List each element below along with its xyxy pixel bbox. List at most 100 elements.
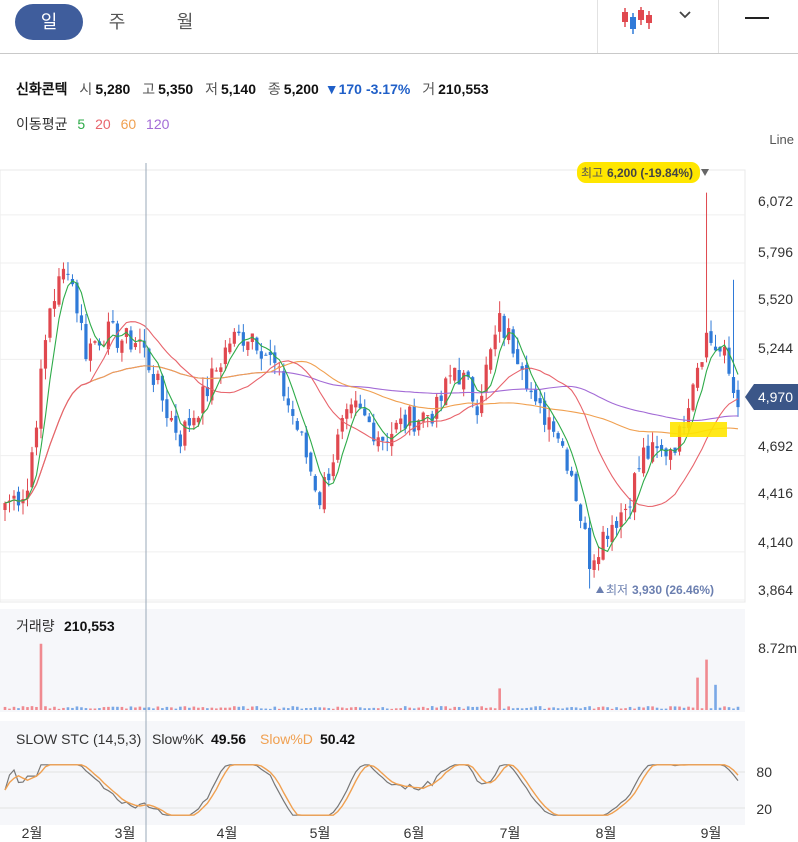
volume-bar	[691, 707, 695, 710]
ma5-line	[4, 280, 739, 553]
candle-body	[498, 313, 502, 332]
volume-bar	[354, 706, 358, 710]
volume-bar	[556, 708, 560, 710]
candle-body	[259, 351, 263, 359]
price-tick: 4,416	[758, 485, 793, 501]
candle-body	[160, 375, 164, 401]
volume-bar	[39, 643, 43, 710]
candle-body	[677, 426, 682, 452]
volume-bar	[291, 706, 295, 710]
price-tick: 5,520	[758, 291, 793, 307]
candle-body	[641, 447, 646, 474]
volume-bar	[651, 706, 654, 710]
chevron-down-icon[interactable]	[678, 10, 692, 20]
candle-body	[336, 434, 340, 460]
volume-bar	[340, 707, 344, 710]
volume-bar	[331, 708, 335, 710]
tab-monthly[interactable]: 월	[176, 12, 194, 32]
price-tick: 3,864	[758, 582, 793, 598]
ma5-legend: 5	[77, 116, 86, 132]
candle-body	[30, 452, 34, 488]
candle-body	[129, 330, 133, 350]
volume-bar	[709, 708, 713, 710]
volume-bar	[71, 707, 74, 710]
volume-bar	[309, 708, 313, 710]
x-axis-tick: 2월	[22, 825, 43, 841]
volume-bar	[300, 708, 304, 710]
stochastic-label: SLOW STC (14,5,3)	[16, 731, 141, 747]
tab-daily[interactable]: 일	[15, 4, 83, 40]
tab-weekly[interactable]: 주	[108, 12, 126, 32]
volume-bar	[30, 706, 34, 710]
candle-body	[722, 346, 727, 356]
candlestick-icon[interactable]	[620, 5, 654, 35]
volume-bar	[633, 708, 636, 710]
volume-bar	[345, 708, 349, 710]
candle-body	[349, 404, 353, 414]
candle-body	[399, 418, 403, 425]
ma60-legend: 60	[120, 116, 137, 132]
candle-body	[731, 377, 736, 394]
stochastic-tick: 20	[756, 801, 772, 817]
candle-body	[169, 417, 173, 421]
minus-icon[interactable]	[745, 16, 769, 20]
slow-k-value: 49.56	[211, 731, 246, 747]
ma20-legend: 20	[95, 116, 111, 132]
candle-body	[151, 374, 155, 385]
candle-body	[106, 321, 111, 350]
volume-bar	[327, 708, 331, 710]
ma60-line	[4, 360, 739, 504]
candle-body	[543, 400, 547, 425]
candle-body	[16, 491, 21, 506]
candle-body	[394, 422, 398, 430]
volume-bar	[273, 706, 277, 710]
volume-bar	[255, 706, 259, 710]
volume-bar	[242, 706, 245, 710]
volume-panel	[0, 609, 745, 712]
volume-bar	[3, 706, 7, 710]
candle-body	[300, 431, 304, 433]
candle-body	[372, 422, 376, 442]
slow-k-label: Slow%K	[152, 731, 205, 747]
volume-bar	[417, 707, 421, 710]
volume-bar	[628, 706, 632, 710]
volume-bar	[134, 707, 137, 710]
high-value: 5,350	[158, 81, 194, 97]
volume-bar	[75, 706, 79, 710]
candle-body	[246, 341, 250, 351]
candle-body	[232, 331, 236, 344]
candle-body	[489, 349, 493, 370]
candle-body	[655, 446, 659, 449]
down-triangle-icon: ▼	[324, 81, 339, 97]
candle-body	[304, 432, 308, 458]
volume-bar	[165, 706, 169, 710]
volume-bar	[183, 706, 187, 710]
candle-body	[192, 417, 196, 426]
candle-body	[223, 347, 227, 365]
slow-d-value: 50.42	[320, 731, 355, 747]
line-label[interactable]: Line	[769, 132, 794, 147]
volume-bar	[525, 707, 528, 710]
volume-bar	[57, 708, 61, 710]
volume-bar	[278, 708, 281, 710]
x-axis-tick: 6월	[404, 825, 425, 841]
volume-bar	[174, 708, 178, 710]
volume-bar	[619, 708, 623, 710]
volume-bar	[98, 708, 101, 710]
candle-body	[408, 406, 412, 426]
close-label: 종	[267, 81, 281, 97]
volume-bar	[705, 659, 708, 710]
candle-body	[664, 448, 668, 457]
low-value: 5,140	[220, 81, 257, 97]
volume-bar	[471, 706, 474, 710]
volume-bar	[660, 708, 663, 710]
candle-body	[331, 462, 335, 477]
candle-body	[111, 321, 115, 323]
volume-bar	[588, 706, 591, 710]
candle-body	[565, 449, 569, 471]
volume-bar	[116, 706, 119, 710]
volume-bar	[156, 706, 160, 710]
volume-bar	[80, 707, 83, 710]
volume-bar	[430, 706, 434, 710]
